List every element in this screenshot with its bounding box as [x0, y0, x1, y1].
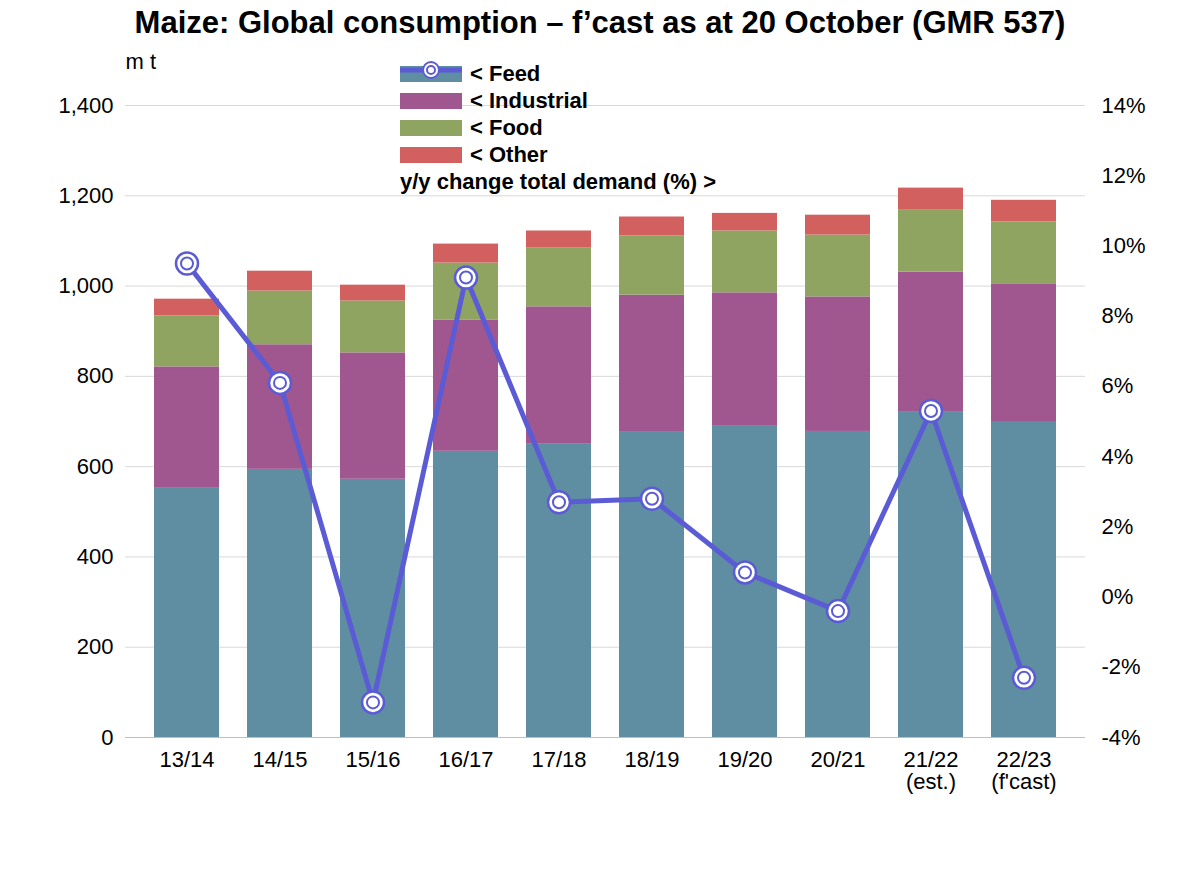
- svg-text:400: 400: [77, 544, 114, 569]
- svg-text:0%: 0%: [1102, 584, 1134, 609]
- svg-text:1,400: 1,400: [58, 93, 113, 118]
- svg-text:20/21: 20/21: [810, 747, 865, 772]
- svg-text:0: 0: [101, 725, 113, 750]
- svg-text:18/19: 18/19: [624, 747, 679, 772]
- svg-text:21/22(est.): 21/22(est.): [903, 747, 958, 794]
- html-text:< Other: < Other: [470, 141, 548, 167]
- svg-text:17/18: 17/18: [531, 747, 586, 772]
- svg-text:200: 200: [77, 634, 114, 659]
- svg-text:-4%: -4%: [1102, 725, 1141, 750]
- html-text:y/y change total demand (%) >: y/y change total demand (%) >: [400, 168, 716, 194]
- svg-text:14%: 14%: [1102, 93, 1146, 118]
- svg-text:12%: 12%: [1102, 163, 1146, 188]
- svg-text:10%: 10%: [1102, 233, 1146, 258]
- svg-text:m t: m t: [126, 49, 157, 74]
- svg-text:6%: 6%: [1102, 373, 1134, 398]
- svg-text:13/14: 13/14: [159, 747, 214, 772]
- svg-text:15/16: 15/16: [345, 747, 400, 772]
- svg-text:8%: 8%: [1102, 303, 1134, 328]
- svg-text:22/23(f'cast): 22/23(f'cast): [991, 747, 1056, 794]
- html-text:< Food: < Food: [470, 114, 543, 140]
- svg-text:1,200: 1,200: [58, 183, 113, 208]
- svg-text:19/20: 19/20: [717, 747, 772, 772]
- html-text:< Feed: < Feed: [470, 60, 541, 86]
- svg-text:-2%: -2%: [1102, 654, 1141, 679]
- html-text:< Industrial: < Industrial: [470, 87, 588, 113]
- html-text:Maize: Global consumption – f’: Maize: Global consumption – f’cast as at…: [134, 5, 1066, 40]
- svg-text:14/15: 14/15: [252, 747, 307, 772]
- svg-text:2%: 2%: [1102, 514, 1134, 539]
- svg-text:600: 600: [77, 454, 114, 479]
- svg-text:4%: 4%: [1102, 444, 1134, 469]
- svg-text:16/17: 16/17: [438, 747, 493, 772]
- svg-text:1,000: 1,000: [58, 273, 113, 298]
- svg-text:800: 800: [77, 363, 114, 388]
